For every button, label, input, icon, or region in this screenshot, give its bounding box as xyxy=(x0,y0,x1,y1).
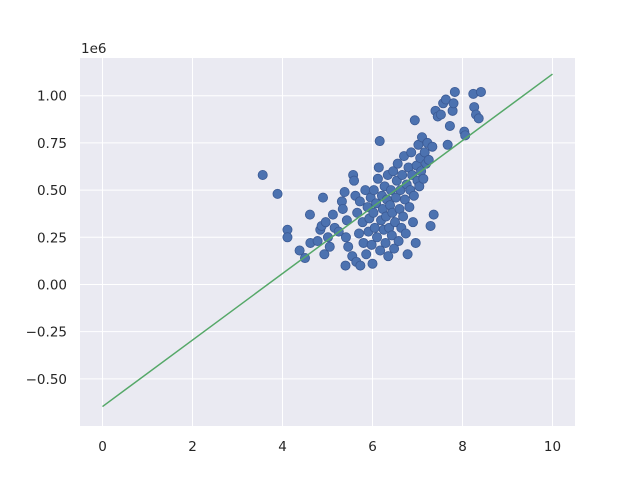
data-point xyxy=(272,188,283,199)
data-point xyxy=(397,170,408,181)
y-tick-label: 0.25 xyxy=(37,230,67,246)
data-point xyxy=(393,236,404,247)
fit-lines xyxy=(102,73,553,408)
data-point xyxy=(353,228,364,239)
data-point xyxy=(373,162,384,173)
data-point xyxy=(389,217,400,228)
y-tick-label: 0.75 xyxy=(37,136,67,152)
data-point xyxy=(361,249,372,260)
data-point xyxy=(414,181,425,192)
data-point xyxy=(294,245,305,256)
data-point xyxy=(341,215,352,226)
y-offset-label: 1e6 xyxy=(81,41,106,57)
x-tick-label: 6 xyxy=(368,439,377,455)
y-tick-label: 0.50 xyxy=(37,183,67,199)
data-point xyxy=(349,175,360,186)
data-point xyxy=(407,217,418,228)
regression-line xyxy=(102,73,553,408)
data-point xyxy=(367,258,378,269)
data-point xyxy=(371,232,382,243)
data-point xyxy=(389,243,400,254)
data-point xyxy=(355,260,366,271)
y-axis-ticks: −0.50 −0.25 0.00 0.25 0.50 0.75 1.00 xyxy=(26,89,67,388)
x-axis-ticks: 0 2 4 6 8 10 xyxy=(98,439,561,455)
data-point xyxy=(372,173,383,184)
data-point xyxy=(473,113,484,124)
data-point xyxy=(398,211,409,222)
data-point xyxy=(374,136,385,147)
data-point xyxy=(368,185,379,196)
data-point xyxy=(320,217,331,228)
data-point xyxy=(404,202,415,213)
data-point xyxy=(257,170,268,181)
data-point xyxy=(423,154,434,165)
data-point xyxy=(386,230,397,241)
data-point xyxy=(442,139,453,150)
data-point xyxy=(410,237,421,248)
data-point xyxy=(340,232,351,243)
y-tick-label: 0.00 xyxy=(37,277,67,293)
data-point xyxy=(339,186,350,197)
y-tick-label: 1.00 xyxy=(37,89,67,105)
data-point xyxy=(343,241,354,252)
data-point xyxy=(324,241,335,252)
data-point xyxy=(317,192,328,203)
data-point xyxy=(383,251,394,262)
data-point xyxy=(352,207,363,218)
data-point xyxy=(358,237,369,248)
data-point xyxy=(388,166,399,177)
data-point xyxy=(282,232,293,243)
data-point xyxy=(392,158,403,169)
data-point xyxy=(418,173,429,184)
data-point xyxy=(319,249,330,260)
x-tick-label: 4 xyxy=(278,439,287,455)
data-point xyxy=(427,141,438,152)
data-point xyxy=(327,209,338,220)
data-point xyxy=(419,147,430,158)
data-point xyxy=(444,120,455,131)
x-tick-label: 2 xyxy=(188,439,197,455)
data-point xyxy=(409,115,420,126)
y-tick-label: −0.50 xyxy=(26,372,67,388)
data-point xyxy=(435,109,446,120)
data-point xyxy=(304,209,315,220)
data-point xyxy=(402,249,413,260)
data-point xyxy=(312,236,323,247)
data-point xyxy=(340,260,351,271)
data-point xyxy=(449,86,460,97)
x-tick-label: 10 xyxy=(544,439,561,455)
data-point xyxy=(475,86,486,97)
data-point xyxy=(406,147,417,158)
data-point xyxy=(368,207,379,218)
data-point xyxy=(428,209,439,220)
data-point xyxy=(399,194,410,205)
data-point xyxy=(369,222,380,233)
data-point xyxy=(425,220,436,231)
data-point xyxy=(337,203,348,214)
x-tick-label: 8 xyxy=(458,439,467,455)
data-point xyxy=(400,228,411,239)
data-point xyxy=(366,239,377,250)
data-point xyxy=(448,98,459,109)
data-point xyxy=(380,237,391,248)
data-point xyxy=(354,196,365,207)
y-tick-label: −0.25 xyxy=(26,325,67,341)
scatter-points xyxy=(257,86,486,271)
data-point xyxy=(375,245,386,256)
data-point xyxy=(408,190,419,201)
x-tick-label: 0 xyxy=(98,439,107,455)
